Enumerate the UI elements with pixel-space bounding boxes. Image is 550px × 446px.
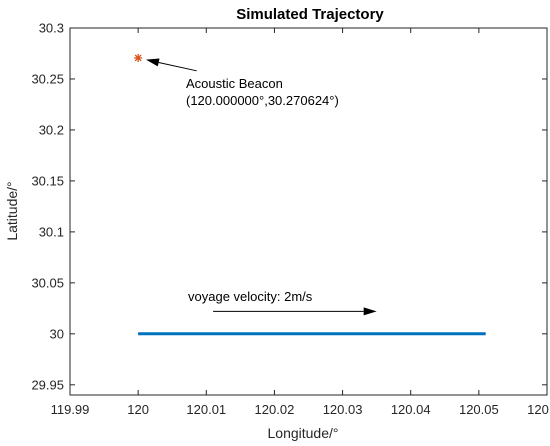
x-tick-label: 120.06 — [527, 402, 550, 417]
annotation-arrow-shaft — [158, 61, 197, 72]
x-tick-label: 120.04 — [391, 402, 431, 417]
annotation-arrow-head — [363, 307, 377, 316]
x-tick-label: 119.99 — [51, 402, 90, 417]
y-tick-label: 30 — [50, 326, 64, 341]
marker-group — [134, 53, 143, 62]
chart-title: Simulated Trajectory — [236, 6, 384, 23]
x-tick-label: 120.01 — [186, 402, 226, 417]
y-tick-label: 29.95 — [31, 377, 64, 392]
y-tick-label: 30.2 — [39, 122, 64, 137]
y-tick-label: 30.3 — [39, 21, 64, 36]
x-axis: 119.99 120 120.01 120.02 120.03 120.04 120.05 1… — [51, 28, 550, 417]
x-axis-label: Longitude/° — [268, 425, 339, 441]
x-tick-label: 120 — [127, 402, 149, 417]
annotation-group: Acoustic Beacon (120.000000°,30.270624°) v… — [145, 58, 377, 316]
y-axis: 29.95 30 30.05 30.1 30.15 30.2 30.25 30.3 — [31, 21, 547, 392]
velocity-annotation-label: voyage velocity: 2m/s — [188, 289, 313, 304]
y-tick-label: 30.15 — [31, 173, 64, 188]
x-tick-label: 120.05 — [459, 402, 499, 417]
beacon-annotation-label: Acoustic Beacon — [186, 76, 283, 91]
x-tick-label: 120.03 — [323, 402, 363, 417]
y-tick-label: 30.25 — [31, 71, 64, 86]
x-tick-label: 120.02 — [255, 402, 295, 417]
y-tick-label: 30.05 — [31, 275, 64, 290]
y-tick-label: 30.1 — [39, 224, 64, 239]
beacon-annotation-coords: (120.000000°,30.270624°) — [186, 93, 339, 108]
plot-area — [69, 27, 548, 396]
annotation-arrow-head — [145, 58, 160, 67]
beacon-marker — [134, 53, 143, 62]
y-axis-label: Latitude/° — [4, 181, 20, 240]
